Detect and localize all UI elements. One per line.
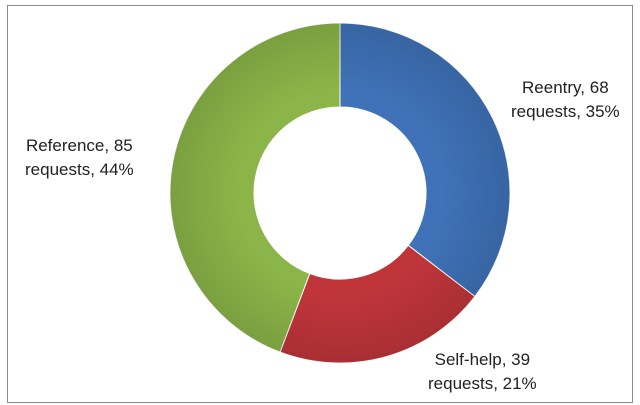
reentry-data-label: Reentry, 68 requests, 35% bbox=[511, 78, 620, 121]
self-help-data-label: Self-help, 39 requests, 21% bbox=[428, 350, 537, 393]
reference-data-label: Reference, 85 requests, 44% bbox=[25, 136, 134, 179]
donut-hole bbox=[254, 107, 426, 279]
